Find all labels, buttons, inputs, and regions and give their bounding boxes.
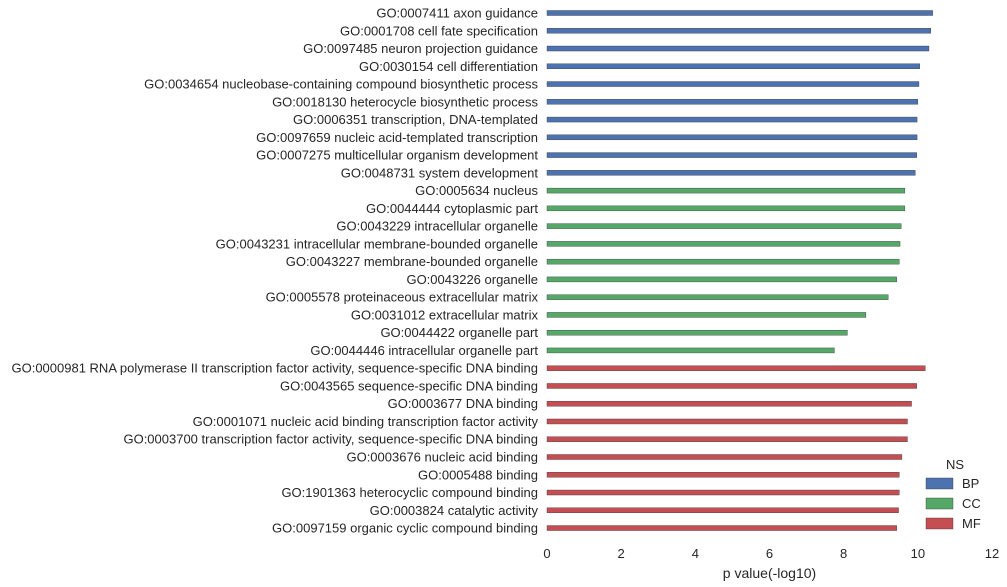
x-tick-label: 6	[766, 546, 773, 561]
category-label: GO:0006351 transcription, DNA-templated	[293, 112, 538, 127]
category-label: GO:0030154 cell differentiation	[359, 59, 538, 74]
bar-mf	[546, 489, 900, 496]
bar-cc	[546, 312, 867, 318]
bar-cc	[546, 294, 889, 300]
x-tick-label: 12	[985, 546, 999, 561]
category-label: GO:0043231 intracellular membrane-bounde…	[216, 236, 538, 251]
category-label: GO:0043565 sequence-specific DNA binding	[280, 378, 538, 393]
x-tick-label: 8	[840, 546, 847, 561]
category-label: GO:0043229 intracellular organelle	[336, 219, 538, 234]
bar-bp	[546, 28, 932, 34]
bar-bp	[546, 116, 918, 123]
category-labels: GO:0007411 axon guidance GO:0001708 cell …	[11, 6, 538, 536]
category-label: GO:0005634 nucleus	[415, 183, 538, 198]
legend: NS BP CC MF	[925, 457, 981, 531]
bar-cc	[546, 187, 906, 194]
legend-label-mf: MF	[962, 516, 981, 531]
category-label: GO:0044446 intracellular organelle part	[310, 343, 538, 358]
legend-swatch-bp	[925, 477, 954, 490]
bar-mf	[546, 365, 926, 371]
bar-mf	[546, 436, 908, 442]
bar-cc	[546, 223, 902, 229]
legend-title: NS	[946, 457, 964, 472]
bar-cc	[546, 276, 897, 283]
category-label: GO:0003824 catalytic activity	[370, 503, 539, 518]
bar-bp	[546, 134, 918, 141]
category-label: GO:0044444 cytoplasmic part	[366, 201, 538, 216]
category-label: GO:0007275 multicellular organism develo…	[256, 148, 538, 163]
category-label: GO:0097485 neuron projection guidance	[303, 41, 538, 56]
x-tick-label: 0	[543, 546, 550, 561]
legend-label-bp: BP	[962, 476, 979, 491]
legend-label-cc: CC	[962, 496, 981, 511]
bar-mf	[546, 401, 912, 407]
category-label: GO:0005488 binding	[418, 467, 538, 482]
category-label: GO:0043226 organelle	[406, 272, 538, 287]
bar-mf	[546, 454, 903, 460]
bar-bp	[546, 45, 930, 52]
legend-swatch-cc	[925, 497, 954, 510]
bar-bp	[546, 99, 919, 105]
bar-cc	[546, 258, 900, 265]
category-label: GO:0001708 cell fate specification	[340, 23, 538, 38]
category-label: GO:0003676 nucleic acid binding	[346, 450, 538, 465]
bar-cc	[546, 241, 901, 247]
bar-mf	[546, 472, 900, 478]
legend-swatch-mf	[925, 517, 954, 530]
bar-cc	[546, 347, 835, 354]
category-label: GO:0018130 heterocycle biosynthetic proc…	[272, 94, 538, 109]
category-label: GO:0044422 organelle part	[380, 325, 538, 340]
bars-layer	[546, 10, 933, 531]
bar-bp	[546, 170, 916, 176]
category-label: GO:0007411 axon guidance	[376, 6, 538, 21]
bar-bp	[546, 63, 920, 69]
category-label: GO:0034654 nucleobase-containing compoun…	[144, 77, 538, 92]
category-label: GO:0043227 membrane-bounded organelle	[286, 254, 538, 269]
x-tick-label: 10	[911, 546, 925, 561]
bar-bp	[546, 81, 920, 87]
bar-mf	[546, 507, 899, 513]
bar-bp	[546, 10, 933, 16]
bar-cc	[546, 329, 848, 336]
category-label: GO:0097659 nucleic acid-templated transc…	[256, 130, 538, 145]
bar-mf	[546, 525, 897, 531]
category-label: GO:0005578 proteinaceous extracellular m…	[266, 290, 539, 305]
category-label: GO:0000981 RNA polymerase II transcripti…	[11, 361, 538, 376]
bar-mf	[546, 383, 917, 389]
x-axis-ticks: 0 2 4 6 8 10 12	[543, 546, 999, 561]
category-label: GO:0097159 organic cyclic compound bindi…	[272, 521, 538, 536]
category-label: GO:0003700 transcription factor activity…	[123, 432, 538, 447]
x-axis-title: p value(-log10)	[723, 565, 816, 581]
category-label: GO:0048731 system development	[341, 165, 539, 180]
x-tick-label: 2	[618, 546, 625, 561]
category-label: GO:0031012 extracellular matrix	[351, 307, 539, 322]
bar-cc	[546, 205, 906, 212]
bar-mf	[546, 418, 908, 425]
bar-bp	[546, 152, 917, 158]
category-label: GO:1901363 heterocyclic compound binding	[281, 485, 538, 500]
category-label: GO:0001071 nucleic acid binding transcri…	[193, 414, 539, 429]
category-label: GO:0003677 DNA binding	[388, 396, 538, 411]
x-tick-label: 4	[692, 546, 699, 561]
